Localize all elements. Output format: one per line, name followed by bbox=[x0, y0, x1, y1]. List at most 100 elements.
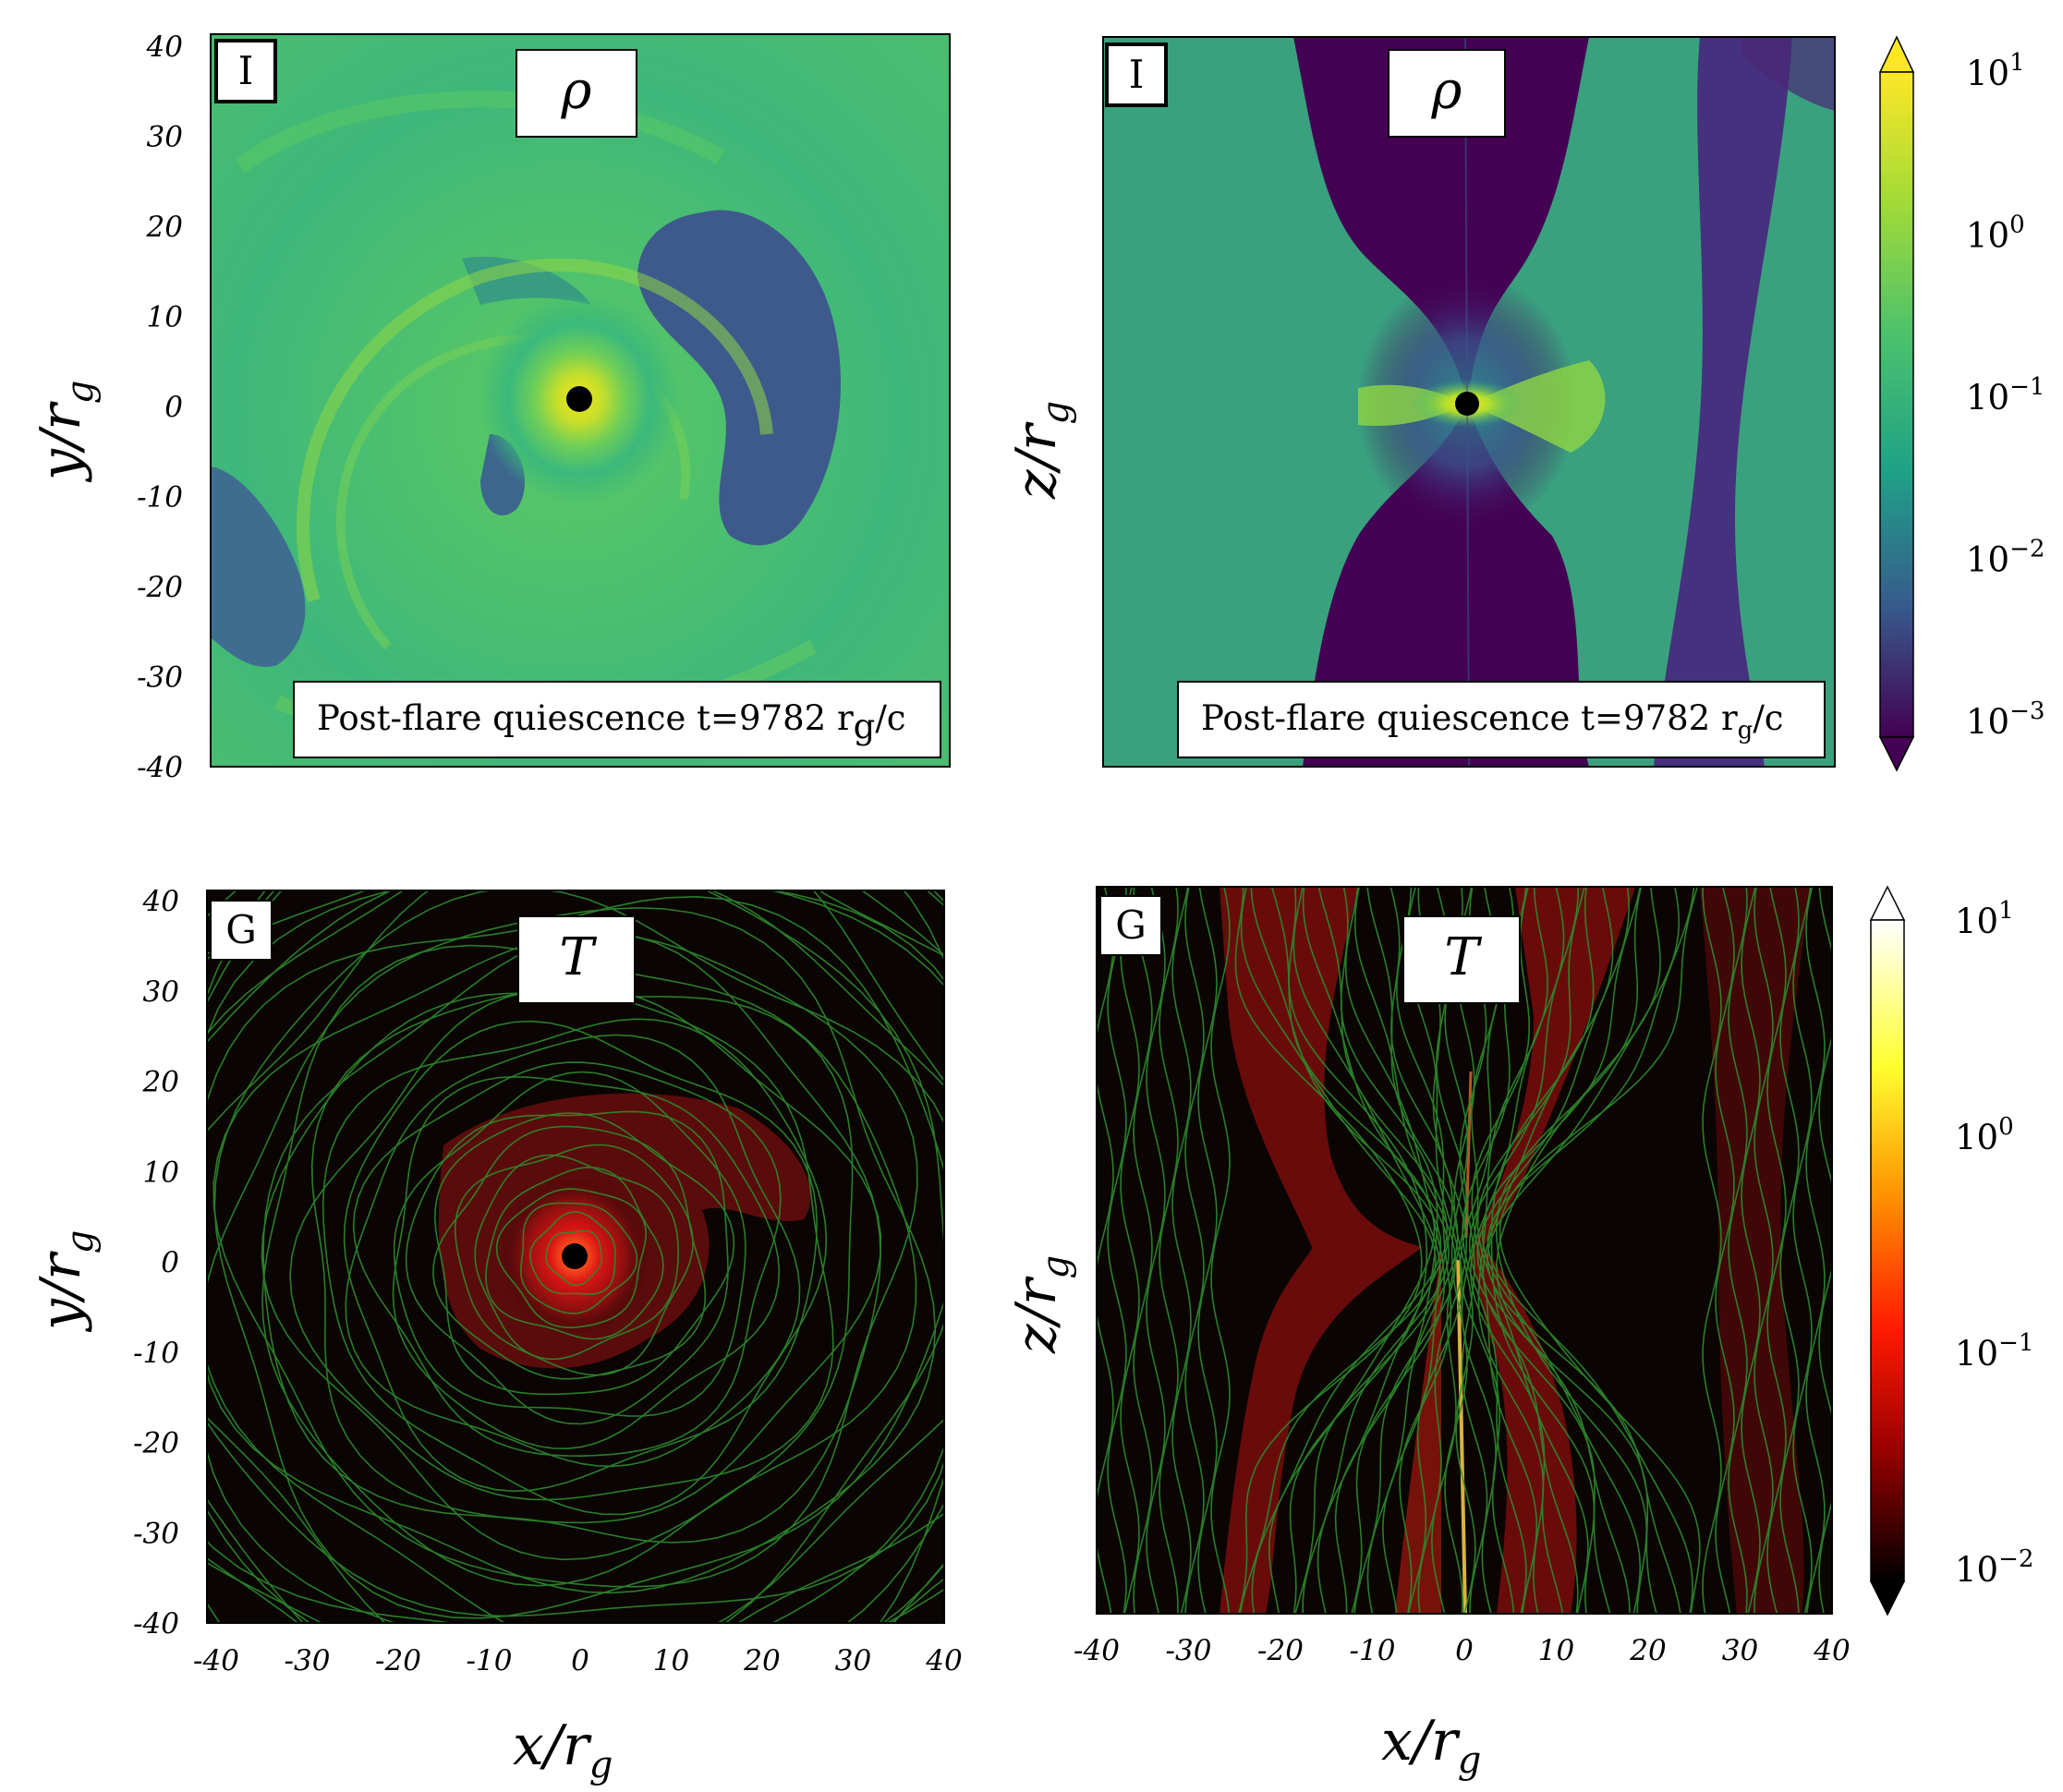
panel-c-x-tick-label: 0 bbox=[571, 1644, 589, 1677]
panel-a-quantity: ρ bbox=[561, 61, 592, 121]
panel-b-ylabel: z/rg bbox=[1004, 401, 1077, 500]
panel-a-letter-box: I bbox=[214, 39, 277, 103]
panel-c-x-tick-label: 10 bbox=[653, 1644, 689, 1677]
panel-c-y-tick-label: -20 bbox=[133, 1427, 179, 1460]
panel-d-quantity: T bbox=[1444, 927, 1482, 987]
panel-a-quantity-box: ρ bbox=[516, 49, 637, 138]
panel-a-y-tick-label: 30 bbox=[147, 121, 183, 154]
streamline bbox=[207, 890, 944, 1623]
streamline bbox=[289, 988, 834, 1501]
panel-d-letter-box: G bbox=[1099, 895, 1162, 956]
panel-c-y-tick-label: 20 bbox=[142, 1066, 179, 1099]
panel-a-ylabel: y/rg bbox=[29, 381, 102, 483]
panel-c-frame bbox=[206, 890, 945, 1624]
panel-c-y-tick-label: 30 bbox=[143, 975, 179, 1009]
panel-d-x-tick-label: 10 bbox=[1538, 1634, 1574, 1667]
streamline bbox=[1159, 887, 1179, 1614]
streamline bbox=[1779, 887, 1800, 1614]
streamline bbox=[207, 890, 944, 1623]
panel-d-x-ticks: -40 -30 -20 -10 0 10 20 30 40 bbox=[1074, 1634, 1851, 1667]
streamline bbox=[1468, 887, 1579, 1614]
panel-c-x-ticks: -40 -30 -20 -10 0 10 20 30 40 bbox=[193, 1644, 963, 1677]
streamline bbox=[1430, 887, 1468, 1614]
streamline bbox=[207, 895, 944, 1623]
panel-c-letter-box: G bbox=[210, 900, 273, 961]
panel-b-annotation-box: Post-flare quiescence t=9782 rg/c bbox=[1177, 681, 1826, 758]
panel-a-y-tick-label: 40 bbox=[146, 30, 183, 64]
panel-a-y-tick-label: -30 bbox=[137, 661, 183, 695]
panel-b-quantity: ρ bbox=[1431, 61, 1462, 121]
panel-c-x-tick-label: 30 bbox=[835, 1644, 871, 1677]
panel-c-y-ticks: 40 30 20 10 0 -10 -20 -30 -40 bbox=[133, 885, 179, 1641]
panel-b-letter-box: I bbox=[1105, 42, 1168, 107]
streamline bbox=[1792, 887, 1813, 1614]
streamline bbox=[1292, 887, 1441, 1614]
panel-d-x-tick-label: 30 bbox=[1722, 1634, 1758, 1667]
panel-a-y-tick-label: 0 bbox=[164, 391, 183, 424]
streamline bbox=[1481, 887, 1642, 1614]
streamline bbox=[1499, 887, 1701, 1614]
streamline bbox=[261, 992, 854, 1561]
panel-c-letter: G bbox=[225, 907, 257, 952]
streamline bbox=[393, 1071, 746, 1417]
panel-c-y-tick-label: 40 bbox=[142, 885, 179, 918]
streamline bbox=[1334, 887, 1438, 1614]
density-colorbar-tick-label: 10−2 bbox=[1966, 536, 2045, 580]
streamline bbox=[495, 1188, 647, 1329]
streamline bbox=[1487, 887, 1695, 1614]
panel-b-frame bbox=[1102, 36, 1836, 768]
panel-b-letter: I bbox=[1129, 52, 1145, 97]
temperature-colorbar-tick-label: 10−1 bbox=[1955, 1329, 2033, 1374]
streamline bbox=[1268, 887, 1436, 1614]
streamline bbox=[1702, 887, 1722, 1614]
streamline bbox=[1234, 887, 1423, 1614]
panel-a-y-tick-label: -40 bbox=[137, 751, 183, 784]
panel-c-x-tick-label: -20 bbox=[375, 1644, 421, 1677]
panel-d-letter: G bbox=[1115, 902, 1147, 948]
streamline bbox=[485, 1166, 664, 1340]
streamline bbox=[1476, 887, 1631, 1614]
panel-temperature-equatorial bbox=[207, 890, 944, 1623]
panel-density-equatorial bbox=[211, 34, 950, 767]
colorbar-density-bar bbox=[1879, 71, 1914, 738]
colorbar-temperature-extend-min bbox=[1869, 1580, 1906, 1616]
density-colorbar-tick-label: 100 bbox=[1966, 212, 2025, 256]
panel-a-letter: I bbox=[238, 48, 254, 93]
panel-a-frame bbox=[210, 33, 951, 768]
panel-d-frame bbox=[1096, 886, 1833, 1615]
panel-c-quantity: T bbox=[559, 927, 597, 987]
panel-d-x-tick-label: -30 bbox=[1166, 1634, 1212, 1667]
streamline bbox=[1210, 887, 1231, 1614]
streamline bbox=[405, 1110, 729, 1425]
streamline bbox=[1288, 887, 1428, 1614]
streamline bbox=[345, 1034, 801, 1468]
streamline bbox=[1728, 887, 1748, 1614]
streamline bbox=[1381, 887, 1453, 1614]
panel-c-x-tick-label: 20 bbox=[743, 1644, 780, 1677]
density-colorbar-tick-label: 101 bbox=[1966, 49, 2025, 93]
panel-c-streamlines bbox=[207, 890, 944, 1623]
streamline bbox=[1741, 887, 1761, 1614]
streamline bbox=[1754, 887, 1774, 1614]
panel-c-y-tick-label: -40 bbox=[133, 1607, 179, 1641]
streamline bbox=[519, 1202, 638, 1314]
streamline bbox=[1459, 887, 1515, 1614]
panel-d-x-tick-label: -20 bbox=[1257, 1634, 1304, 1667]
panel-a-annotation-box: Post-flare quiescence t=9782 rg/c bbox=[293, 681, 941, 758]
streamline bbox=[433, 1112, 735, 1396]
panel-density-meridional bbox=[1103, 37, 1835, 767]
panel-b-annotation: Post-flare quiescence t=9782 rg/c bbox=[1201, 698, 1784, 745]
streamline bbox=[1715, 887, 1735, 1614]
panel-c-x-tick-label: -30 bbox=[285, 1644, 331, 1677]
streamline bbox=[1197, 887, 1218, 1614]
panel-d-x-tick-label: -40 bbox=[1074, 1634, 1120, 1667]
streamline bbox=[352, 1061, 782, 1458]
streamline bbox=[1171, 887, 1192, 1614]
streamline bbox=[528, 1211, 616, 1295]
streamline bbox=[1345, 887, 1446, 1614]
panel-d-xlabel: x/rg bbox=[1381, 1709, 1481, 1782]
streamline bbox=[212, 933, 918, 1588]
streamline bbox=[343, 1020, 819, 1493]
colorbar-temperature-extend-max bbox=[1869, 885, 1906, 921]
